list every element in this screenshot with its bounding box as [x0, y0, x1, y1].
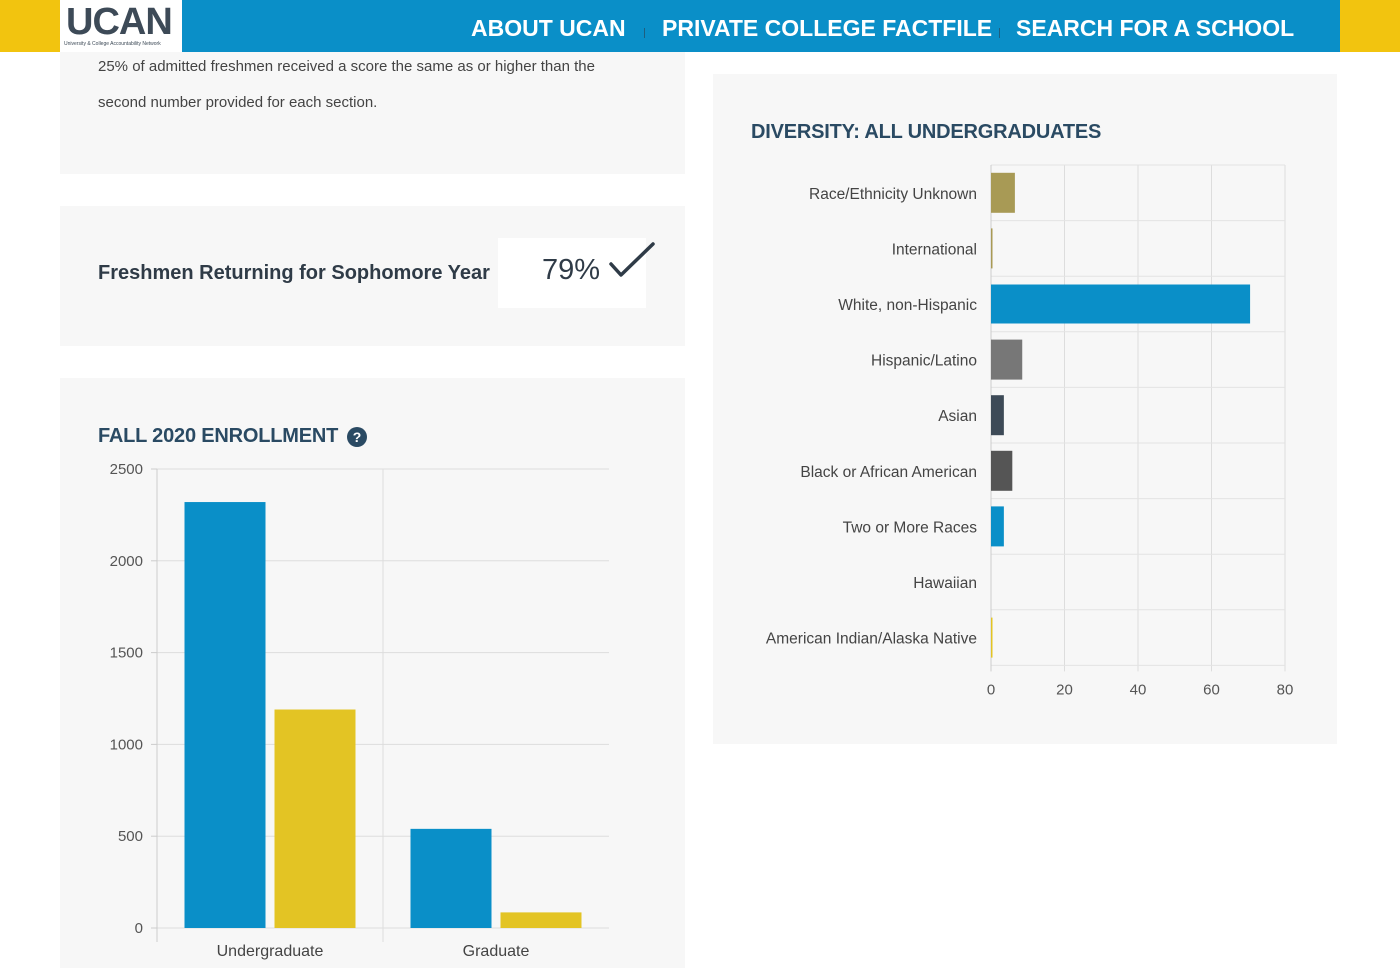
bar-asian — [991, 395, 1004, 436]
check-icon — [609, 242, 655, 277]
category-label: Race/Ethnicity Unknown — [809, 186, 977, 203]
bar-race-ethnicity-unknown — [991, 172, 1015, 213]
category-label: Black or African American — [800, 464, 977, 481]
category-label: American Indian/Alaska Native — [766, 631, 977, 648]
nav-separator — [999, 28, 1000, 38]
category-label: Two or More Races — [843, 519, 978, 536]
header-accent-left — [0, 0, 60, 52]
bar-two-or-more-races — [991, 506, 1004, 547]
nav-about-ucan[interactable]: ABOUT UCAN — [471, 15, 626, 41]
nav-search-for-a-school[interactable]: SEARCH FOR A SCHOOL — [1016, 15, 1295, 41]
y-tick-label: 500 — [118, 828, 143, 845]
enrollment-panel — [60, 378, 685, 968]
logo-subtitle: University & College Accountability Netw… — [64, 41, 161, 47]
y-tick-label: 2500 — [110, 461, 143, 478]
bar-white-non-hispanic — [991, 284, 1251, 324]
category-label: International — [892, 241, 977, 258]
x-category-label: Graduate — [463, 943, 530, 960]
bar-undergraduate-2 — [274, 709, 356, 928]
bar-hispanic-latino — [991, 339, 1023, 380]
bar-international — [991, 228, 993, 269]
x-tick-label: 60 — [1203, 681, 1220, 698]
bar-graduate-1 — [410, 828, 492, 928]
x-tick-label: 20 — [1056, 681, 1073, 698]
y-tick-label: 0 — [135, 920, 143, 937]
top-nav-bar — [0, 0, 1400, 52]
diversity-title: DIVERSITY: ALL UNDERGRADUATES — [751, 121, 1102, 143]
help-icon[interactable]: ? — [347, 427, 367, 447]
category-label: White, non-Hispanic — [838, 297, 977, 314]
y-tick-label: 2000 — [110, 553, 143, 570]
x-tick-label: 0 — [987, 681, 995, 698]
x-tick-label: 80 — [1277, 681, 1294, 698]
nav-private-college-factfile[interactable]: PRIVATE COLLEGE FACTFILE — [662, 15, 993, 41]
category-label: Hawaiian — [913, 575, 977, 592]
category-label: Hispanic/Latino — [871, 353, 977, 370]
test-score-info-panel — [60, 52, 685, 174]
y-tick-label: 1000 — [110, 736, 143, 753]
x-category-label: Undergraduate — [217, 943, 324, 960]
freshmen-returning-label: Freshmen Returning for Sophomore Year — [98, 262, 490, 284]
y-tick-label: 1500 — [110, 645, 143, 662]
nav-separator — [644, 28, 645, 38]
bar-american-indian-alaska-native — [991, 617, 993, 658]
x-tick-label: 40 — [1130, 681, 1147, 698]
intro-text-line1: 25% of admitted freshmen received a scor… — [98, 58, 595, 75]
diversity-panel — [713, 74, 1337, 744]
bar-graduate-2 — [500, 912, 582, 928]
logo-text: UCAN — [66, 1, 173, 43]
category-label: Asian — [938, 408, 977, 425]
bar-black-or-african-american — [991, 450, 1013, 491]
freshmen-returning-value: 79% — [542, 254, 601, 286]
enrollment-title: FALL 2020 ENROLLMENT — [98, 425, 339, 447]
enrollment-chart: 0 500 1000 1500 2000 2500 Undergraduate Graduat… — [110, 461, 609, 960]
ucan-logo[interactable]: UCAN University & College Accountability… — [60, 0, 182, 52]
bar-undergraduate-1 — [184, 502, 266, 928]
header-accent-right — [1340, 0, 1400, 52]
diversity-chart: 0 20 40 60 80 Race/Ethnicity Unknown Internati… — [766, 164, 1294, 698]
intro-text-line2: second number provided for each section. — [98, 94, 378, 111]
